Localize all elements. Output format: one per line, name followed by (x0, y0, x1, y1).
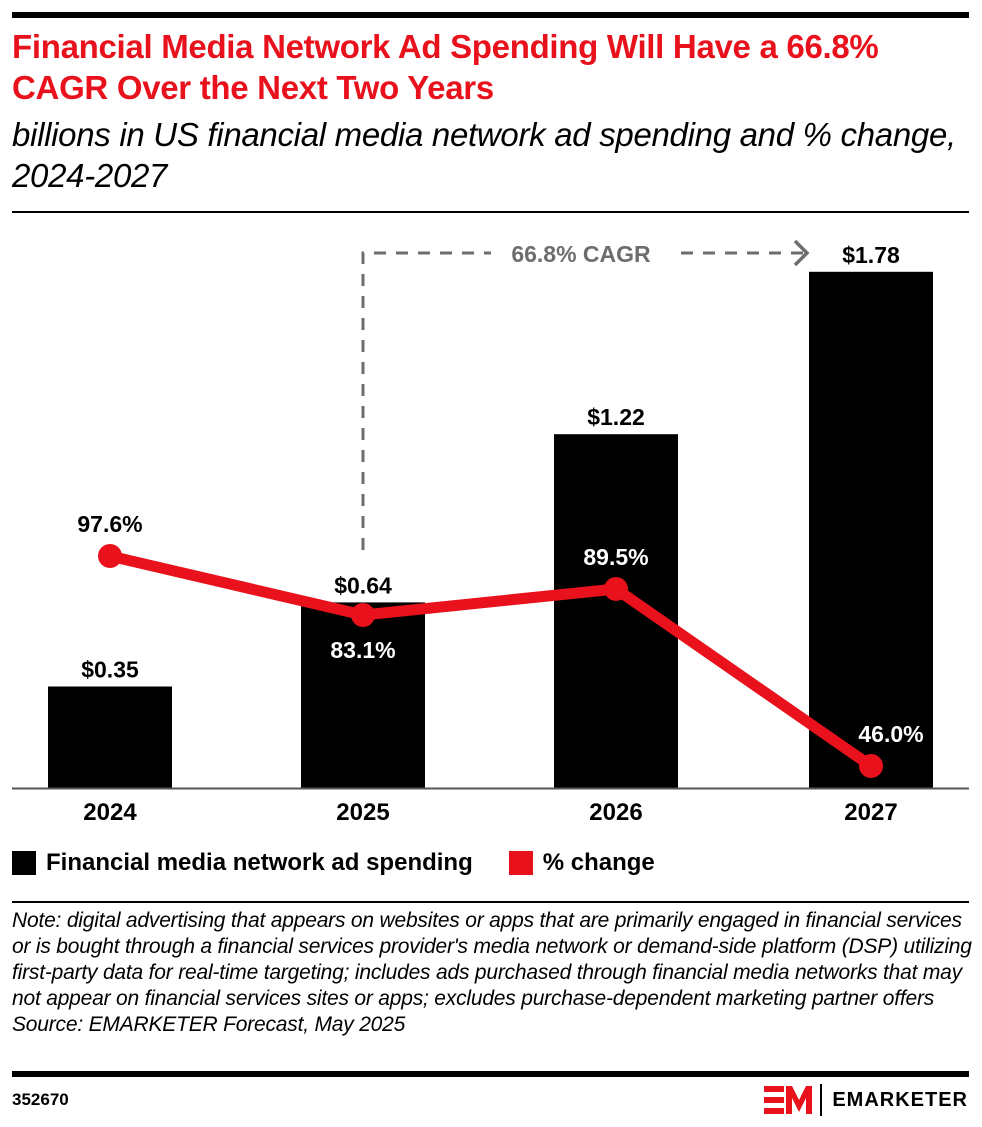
bar-2025 (301, 602, 425, 788)
subtitle-rule (12, 211, 969, 213)
x-tick-label-2027: 2027 (844, 799, 897, 826)
bar-value-label-2026: $1.22 (587, 404, 645, 430)
bar-value-label-2025: $0.64 (334, 572, 392, 598)
note-rule (12, 901, 969, 903)
percent-label-2025: 83.1% (330, 637, 395, 663)
cagr-annotation: 66.8% CAGR (361, 239, 810, 550)
chart-area: 66.8% CAGR $0.35 $0.64 $1.22 $1.78 97.6% 83.1… (12, 239, 969, 826)
percent-change-series (98, 544, 883, 779)
source-text: Source: EMARKETER Forecast, May 2025 (12, 1013, 406, 1036)
chart-id: 352670 (12, 1090, 69, 1109)
bar-value-label-2027: $1.78 (842, 242, 900, 268)
percent-label-2024: 97.6% (77, 511, 142, 537)
bar-2024 (48, 686, 172, 788)
legend-label-percent-change: % change (542, 849, 655, 876)
x-tick-label-2025: 2025 (336, 799, 389, 826)
brand-logo: EMARKETER (764, 1083, 968, 1117)
legend-item-spending: Financial media network ad spending (12, 849, 473, 877)
cagr-connector-left (361, 251, 491, 550)
percent-change-line (104, 550, 877, 772)
bar-series (48, 271, 933, 788)
data-labels: $0.35 $0.64 $1.22 $1.78 97.6% 83.1% 89.5% 46.0% (77, 242, 923, 747)
cagr-arrowhead-icon (793, 239, 810, 267)
em-logo-icon (764, 1086, 813, 1114)
brand-divider (820, 1084, 823, 1116)
percent-label-2026: 89.5% (583, 544, 648, 570)
legend-swatch-percent-change (508, 851, 533, 875)
percent-change-point-2024 (98, 544, 122, 568)
bar-value-label-2024: $0.35 (81, 657, 139, 683)
bar-2027 (809, 271, 933, 788)
note-text: Note: digital advertising that appears o… (12, 909, 972, 1010)
x-tick-label-2024: 2024 (83, 799, 137, 826)
chart-title: Financial Media Network Ad Spending Will… (12, 28, 879, 106)
x-tick-label-2026: 2026 (589, 799, 642, 826)
bar-2026 (554, 434, 678, 788)
legend-label-spending: Financial media network ad spending (46, 849, 473, 876)
percent-change-point-2025 (351, 603, 375, 628)
legend-swatch-spending (12, 851, 36, 875)
percent-change-point-2027 (859, 754, 883, 779)
footnote: Note: digital advertising that appears o… (12, 908, 972, 1038)
percent-label-2027: 46.0% (858, 721, 923, 747)
percent-change-point-2026 (604, 576, 628, 601)
cagr-label: 66.8% CAGR (511, 241, 651, 267)
legend-item-percent-change: % change (508, 849, 655, 877)
x-axis-ticks: 2024 2025 2026 2027 (83, 799, 897, 826)
top-rule (12, 12, 969, 18)
legend: Financial media network ad spending % ch… (12, 845, 691, 881)
brand-name: EMARKETER (832, 1088, 968, 1111)
bottom-rule (12, 1071, 969, 1077)
chart-subtitle: billions in US financial media network a… (12, 116, 956, 194)
